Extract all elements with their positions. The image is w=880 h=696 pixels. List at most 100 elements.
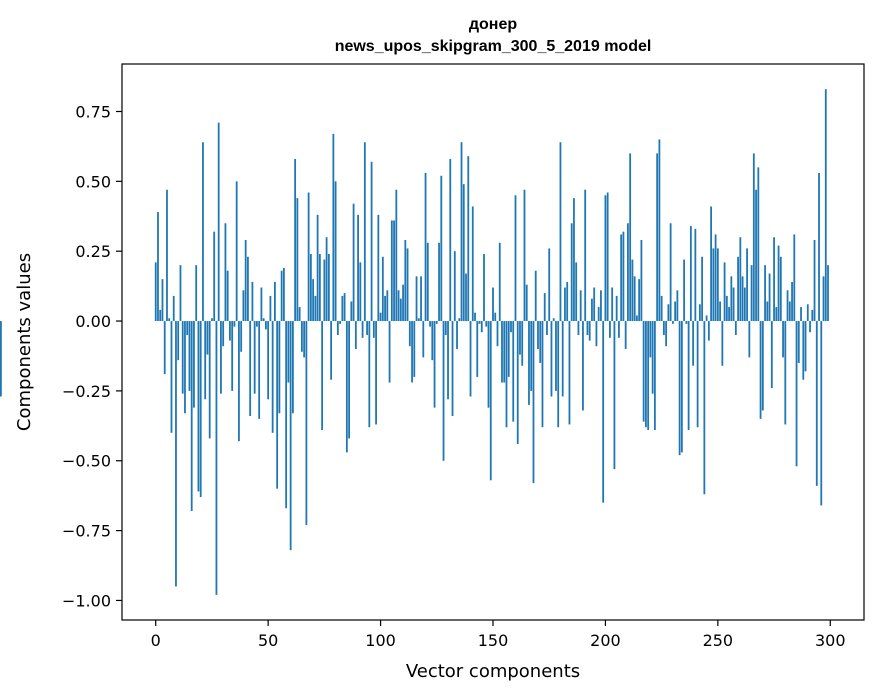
bar: [314, 295, 317, 322]
bar: [336, 321, 339, 336]
bar: [330, 321, 333, 380]
bar: [483, 253, 485, 322]
bar: [633, 276, 636, 322]
bar: [465, 273, 467, 322]
y-tick-label: 0.00: [75, 312, 111, 331]
bar: [480, 321, 483, 333]
bar: [824, 89, 827, 322]
x-tick-label: 50: [258, 631, 278, 650]
bar: [510, 321, 512, 333]
bar: [820, 321, 823, 506]
bar: [240, 321, 243, 352]
bar: [698, 304, 701, 322]
bar: [523, 189, 526, 322]
bar: [689, 226, 692, 322]
bar: [496, 321, 499, 347]
x-tick-label: 200: [590, 631, 621, 650]
bar: [208, 321, 211, 439]
bar: [782, 321, 784, 358]
bar: [309, 253, 312, 322]
bar: [676, 290, 679, 322]
bar: [770, 321, 773, 389]
bar: [827, 265, 829, 322]
bar: [184, 321, 186, 414]
bar: [757, 167, 760, 322]
bar: [190, 321, 193, 512]
bar: [570, 223, 573, 322]
bar: [186, 321, 189, 336]
bar: [485, 321, 488, 327]
bar: [748, 321, 751, 358]
bar: [692, 321, 695, 366]
x-tick-label: 150: [478, 631, 509, 650]
bar: [656, 153, 659, 322]
bar: [586, 321, 589, 336]
bar: [588, 321, 591, 341]
bar: [627, 223, 629, 322]
bar: [647, 321, 650, 431]
bar: [280, 270, 283, 322]
bar: [667, 304, 670, 322]
bar: [564, 287, 566, 322]
bar: [694, 228, 697, 322]
bar: [624, 321, 627, 349]
bar: [593, 287, 596, 322]
bar: [197, 321, 200, 492]
bar: [384, 295, 386, 322]
bar: [348, 321, 350, 439]
bar: [332, 133, 335, 322]
bar: [683, 259, 686, 322]
bar: [163, 321, 166, 375]
bar: [600, 290, 602, 322]
bar: [370, 161, 373, 322]
x-tick-label: 300: [815, 631, 846, 650]
bar: [786, 290, 789, 322]
bar: [559, 142, 562, 322]
bar: [256, 321, 258, 327]
bar: [615, 295, 618, 322]
bar: [582, 321, 584, 411]
bar: [440, 175, 443, 322]
bar: [784, 321, 787, 425]
bar: [408, 321, 411, 347]
bar: [442, 321, 445, 461]
bar: [674, 301, 677, 322]
bar: [568, 321, 571, 425]
bar: [503, 321, 506, 383]
bar: [791, 281, 793, 322]
bar: [449, 158, 452, 322]
bar: [199, 321, 202, 498]
bar: [575, 262, 578, 322]
bar: [249, 321, 252, 417]
bar: [276, 321, 279, 489]
bar: [752, 153, 755, 322]
bar: [543, 293, 546, 322]
x-axis-label: Vector components: [406, 661, 580, 682]
bar: [366, 321, 368, 336]
bar: [658, 139, 661, 322]
bar: [175, 321, 177, 587]
bar: [377, 214, 380, 322]
bar: [397, 290, 400, 322]
bar: [577, 321, 580, 336]
bar: [226, 270, 229, 322]
bar: [795, 321, 798, 467]
bar: [653, 321, 656, 431]
bar: [296, 198, 299, 322]
bar: [525, 284, 528, 322]
bar: [669, 223, 672, 322]
y-tick-label: −0.50: [62, 452, 111, 471]
bar: [444, 321, 447, 336]
bar: [291, 321, 294, 414]
bar: [622, 231, 625, 322]
bar: [806, 304, 809, 322]
bar: [375, 321, 377, 425]
bar: [213, 231, 216, 322]
bar: [274, 281, 276, 322]
bar: [541, 321, 544, 428]
bar: [431, 321, 434, 361]
bar: [359, 262, 362, 322]
axes-group: 0 50 100 150 200 250 300 −1.00 −0.75 −0.50 −0.25 0.…: [62, 102, 846, 650]
bar: [424, 172, 427, 322]
bar: [334, 181, 337, 322]
